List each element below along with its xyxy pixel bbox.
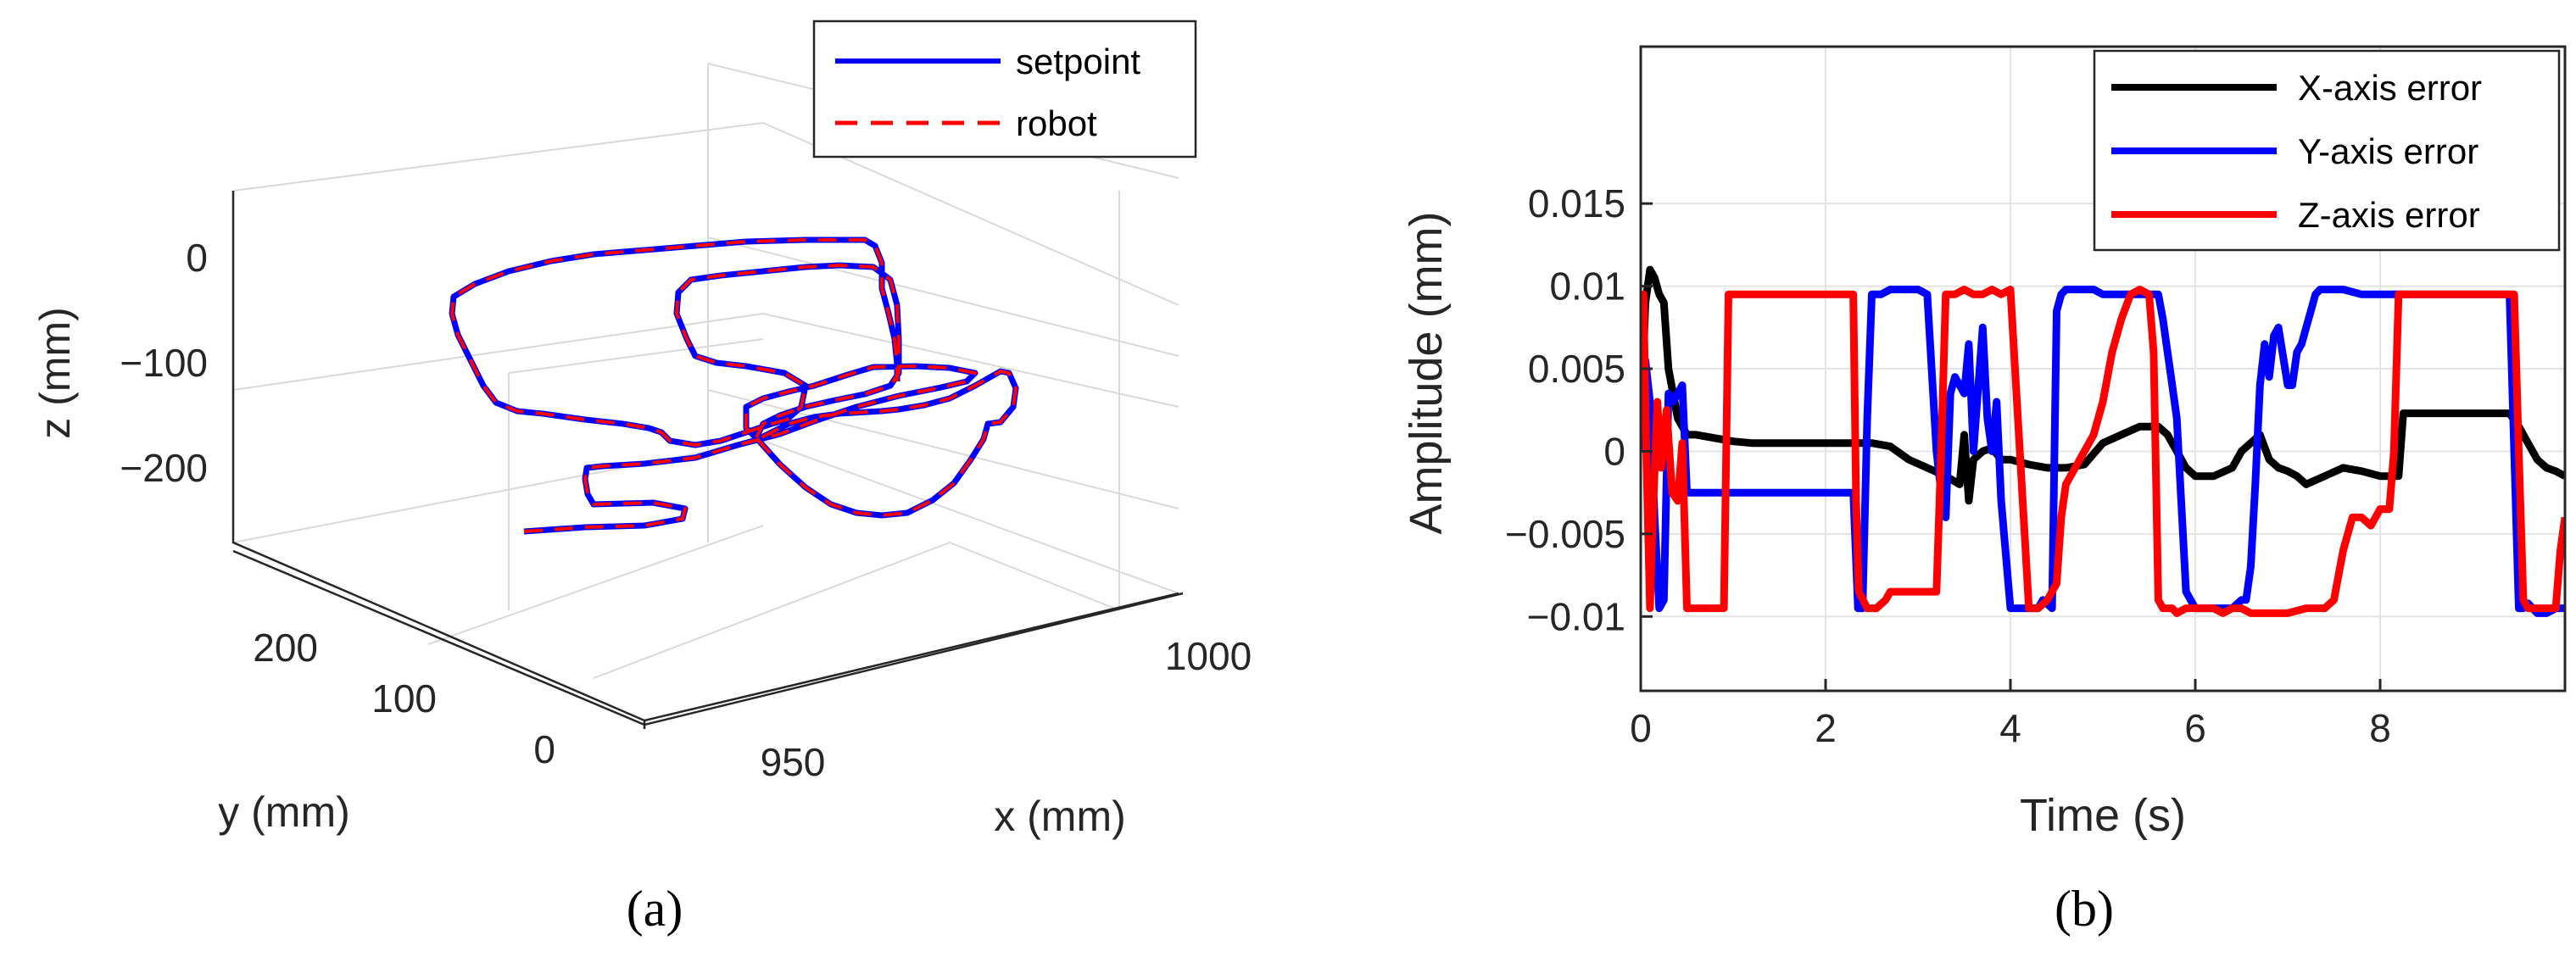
panel-b-y-tick-label: 0.01 xyxy=(1549,264,1625,309)
x-tick-label: 1000 xyxy=(1165,634,1252,678)
x-axis-label: x (mm) xyxy=(994,793,1126,840)
panel-b-x-tick-label: 2 xyxy=(1815,706,1837,750)
legend-label-robot: robot xyxy=(1016,103,1097,143)
panel-b-x-axis-label: Time (s) xyxy=(2020,790,2186,841)
panel-b-x-tick-label: 4 xyxy=(1999,706,2021,750)
z-axis-label: z (mm) xyxy=(31,307,79,439)
panel-a-caption: (a) xyxy=(627,881,683,937)
z-tick-label: 0 xyxy=(186,236,208,280)
legend-label-y-error: Y-axis error xyxy=(2298,131,2478,171)
setpoint-trajectory xyxy=(449,236,1019,535)
panel-b-y-ticks: 0.015 0.01 0.005 0 −0.005 −0.01 xyxy=(1505,181,1653,638)
panel-b-x-tick-label: 6 xyxy=(2184,706,2206,750)
y-tick-label: 100 xyxy=(371,676,437,721)
z-tick-label: −200 xyxy=(120,446,208,490)
x-tick-label: 950 xyxy=(761,740,826,784)
panel-b-x-tick-label: 0 xyxy=(1630,706,1652,750)
panel-b-caption: (b) xyxy=(2055,881,2114,937)
panel-a-legend: setpoint robot xyxy=(812,19,1197,159)
panel-b-y-tick-label: −0.005 xyxy=(1505,512,1625,556)
robot-trajectory xyxy=(450,238,1018,533)
panel-b-line-chart: 0.015 0.01 0.005 0 −0.005 −0.01 0 2 4 6 8 Time (s… xyxy=(1401,45,2567,937)
legend-label-setpoint: setpoint xyxy=(1016,42,1140,81)
series-line-x-axis-error xyxy=(1641,265,2565,505)
panel-b-series xyxy=(1641,265,2565,617)
panel-b-y-axis-label: Amplitude (mm) xyxy=(1401,211,1452,534)
x-axis: 950 1000 x (mm) xyxy=(644,592,1252,840)
series-line-y-axis-error xyxy=(1641,286,2565,617)
y-tick-label: 200 xyxy=(253,626,318,670)
y-axis-line xyxy=(232,549,645,726)
y-axis: 200 100 0 y (mm) xyxy=(218,549,645,836)
y-axis-label: y (mm) xyxy=(218,788,350,836)
y-tick-label: 0 xyxy=(533,727,555,771)
panel-b-y-tick-label: 0.005 xyxy=(1528,347,1625,391)
panel-b-y-tick-label: −0.01 xyxy=(1527,594,1625,638)
legend-box xyxy=(812,19,1197,159)
z-axis: 0 −100 −200 z (mm) xyxy=(31,236,208,490)
legend-label-z-error: Z-axis error xyxy=(2298,195,2480,235)
panel-b-y-tick-label: 0 xyxy=(1603,429,1625,473)
z-tick-label: −100 xyxy=(120,341,208,385)
series-line-z-axis-error xyxy=(1641,286,2565,617)
panel-b-x-ticks: 0 2 4 6 8 xyxy=(1630,679,2391,750)
legend-label-x-error: X-axis error xyxy=(2298,68,2482,108)
panel-b-legend: X-axis error Y-axis error Z-axis error xyxy=(2093,49,2561,252)
panel-b-y-tick-label: 0.015 xyxy=(1528,181,1625,225)
panel-b-x-tick-label: 8 xyxy=(2369,706,2391,750)
axis-box-edges xyxy=(231,191,1179,729)
x-axis-line xyxy=(644,592,1184,726)
trajectory xyxy=(449,236,1019,535)
panel-a-3d-plot: 0 −100 −200 z (mm) 200 100 0 y (mm) 950 … xyxy=(31,19,1252,937)
